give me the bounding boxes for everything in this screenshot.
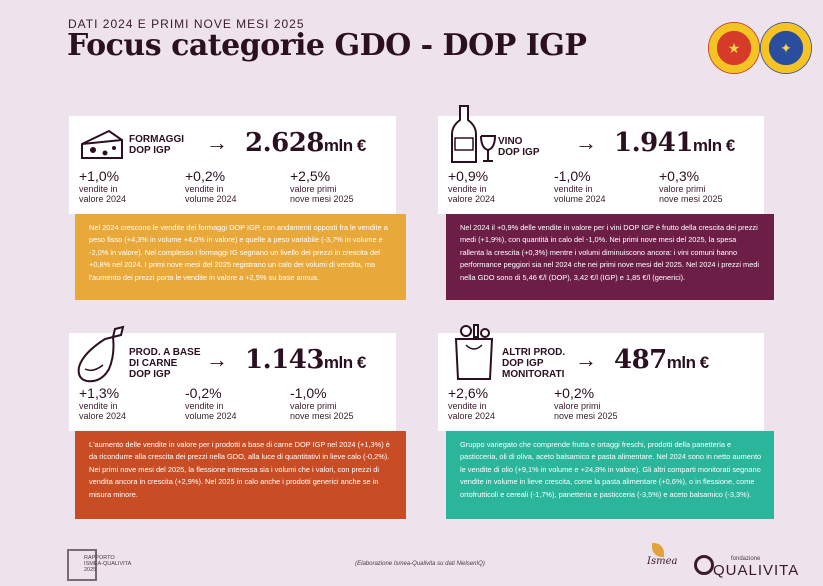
stat: -1,0% valore primi nove mesi 2025 — [290, 385, 354, 421]
carne-note-text: L'aumento delle vendite in valore per i … — [89, 440, 390, 499]
carne-note: L'aumento delle vendite in valore per i … — [75, 431, 406, 519]
stat: -0,2% vendite in volume 2024 — [185, 385, 237, 421]
vino-note: Nel 2024 il +0,9% delle vendite in valor… — [446, 214, 774, 300]
stat: -1,0% vendite in volume 2024 — [554, 168, 606, 204]
arrow-right-icon: → — [575, 130, 597, 155]
altri-category: ALTRI PROD. DOP IGP MONITORATI — [502, 347, 566, 380]
stat: +1,3% vendite in valore 2024 — [79, 385, 127, 421]
report-logo-text: RAPPORTO ISMEA-QUALIVITA 2025 — [84, 555, 132, 573]
vino-note-text: Nel 2024 il +0,9% delle vendite in valor… — [460, 223, 760, 282]
vino-category: VINO DOP IGP — [498, 136, 540, 158]
stat: +0,3% valore primi nove mesi 2025 — [659, 168, 723, 204]
stat: +1,0% vendite in valore 2024 — [79, 168, 127, 204]
arrow-right-icon: → — [575, 347, 597, 372]
carne-card: PROD. A BASE DI CARNE DOP IGP → 1.143mln… — [69, 325, 396, 431]
page-subtitle: DATI 2024 E PRIMI NOVE MESI 2025 — [68, 17, 305, 31]
igp-seal-icon: ✦ — [760, 22, 812, 74]
altri-note: Gruppo variegato che comprende frutta e … — [446, 431, 774, 519]
stat: +2,6% vendite in valore 2024 — [448, 385, 496, 421]
stat: +0,9% vendite in valore 2024 — [448, 168, 496, 204]
vino-value: 1.941mln € — [614, 128, 735, 158]
report-logo — [67, 549, 97, 581]
formaggi-card: FORMAGGI DOP IGP → 2.628mln € +1,0% vend… — [69, 116, 396, 214]
carne-value: 1.143mln € — [245, 345, 366, 375]
stat: +0,2% vendite in volume 2024 — [185, 168, 237, 204]
carne-category: PROD. A BASE DI CARNE DOP IGP — [129, 347, 201, 380]
formaggi-note-text: Nel 2024 crescono le vendite dei formagg… — [89, 223, 388, 282]
altri-note-text: Gruppo variegato che comprende frutta e … — [460, 440, 762, 499]
fondazione-label: fondazione — [731, 556, 761, 562]
formaggi-note: Nel 2024 crescono le vendite dei formagg… — [75, 214, 406, 300]
qualivita-logo: QUALIVITA — [713, 562, 800, 579]
altri-value: 487mln € — [614, 345, 709, 375]
arrow-right-icon: → — [206, 347, 228, 372]
altri-card: ALTRI PROD. DOP IGP MONITORATI → 487mln … — [438, 324, 764, 431]
formaggi-category: FORMAGGI DOP IGP — [129, 134, 184, 156]
arrow-right-icon: → — [206, 130, 228, 155]
qualivita-logo-icon — [694, 555, 714, 575]
formaggi-value: 2.628mln € — [245, 128, 366, 158]
ham-leg-icon — [77, 325, 125, 383]
vino-card: VINO DOP IGP → 1.941mln € +0,9% vendite … — [438, 105, 764, 214]
stat: +0,2% valore primi nove mesi 2025 — [554, 385, 618, 421]
ismea-logo-icon — [652, 543, 664, 557]
stat: +2,5% valore primi nove mesi 2025 — [290, 168, 354, 204]
page-title: Focus categorie GDO - DOP IGP — [67, 28, 587, 63]
source-credit: (Elaborazione Ismea-Qualivita su dati Ni… — [355, 561, 485, 567]
ismea-logo: Ismea — [647, 556, 678, 567]
wine-bottle-glass-icon — [451, 105, 497, 163]
dop-seal-icon: ★ — [708, 22, 760, 74]
grocery-bag-icon — [454, 324, 494, 380]
cheese-icon — [81, 129, 123, 159]
